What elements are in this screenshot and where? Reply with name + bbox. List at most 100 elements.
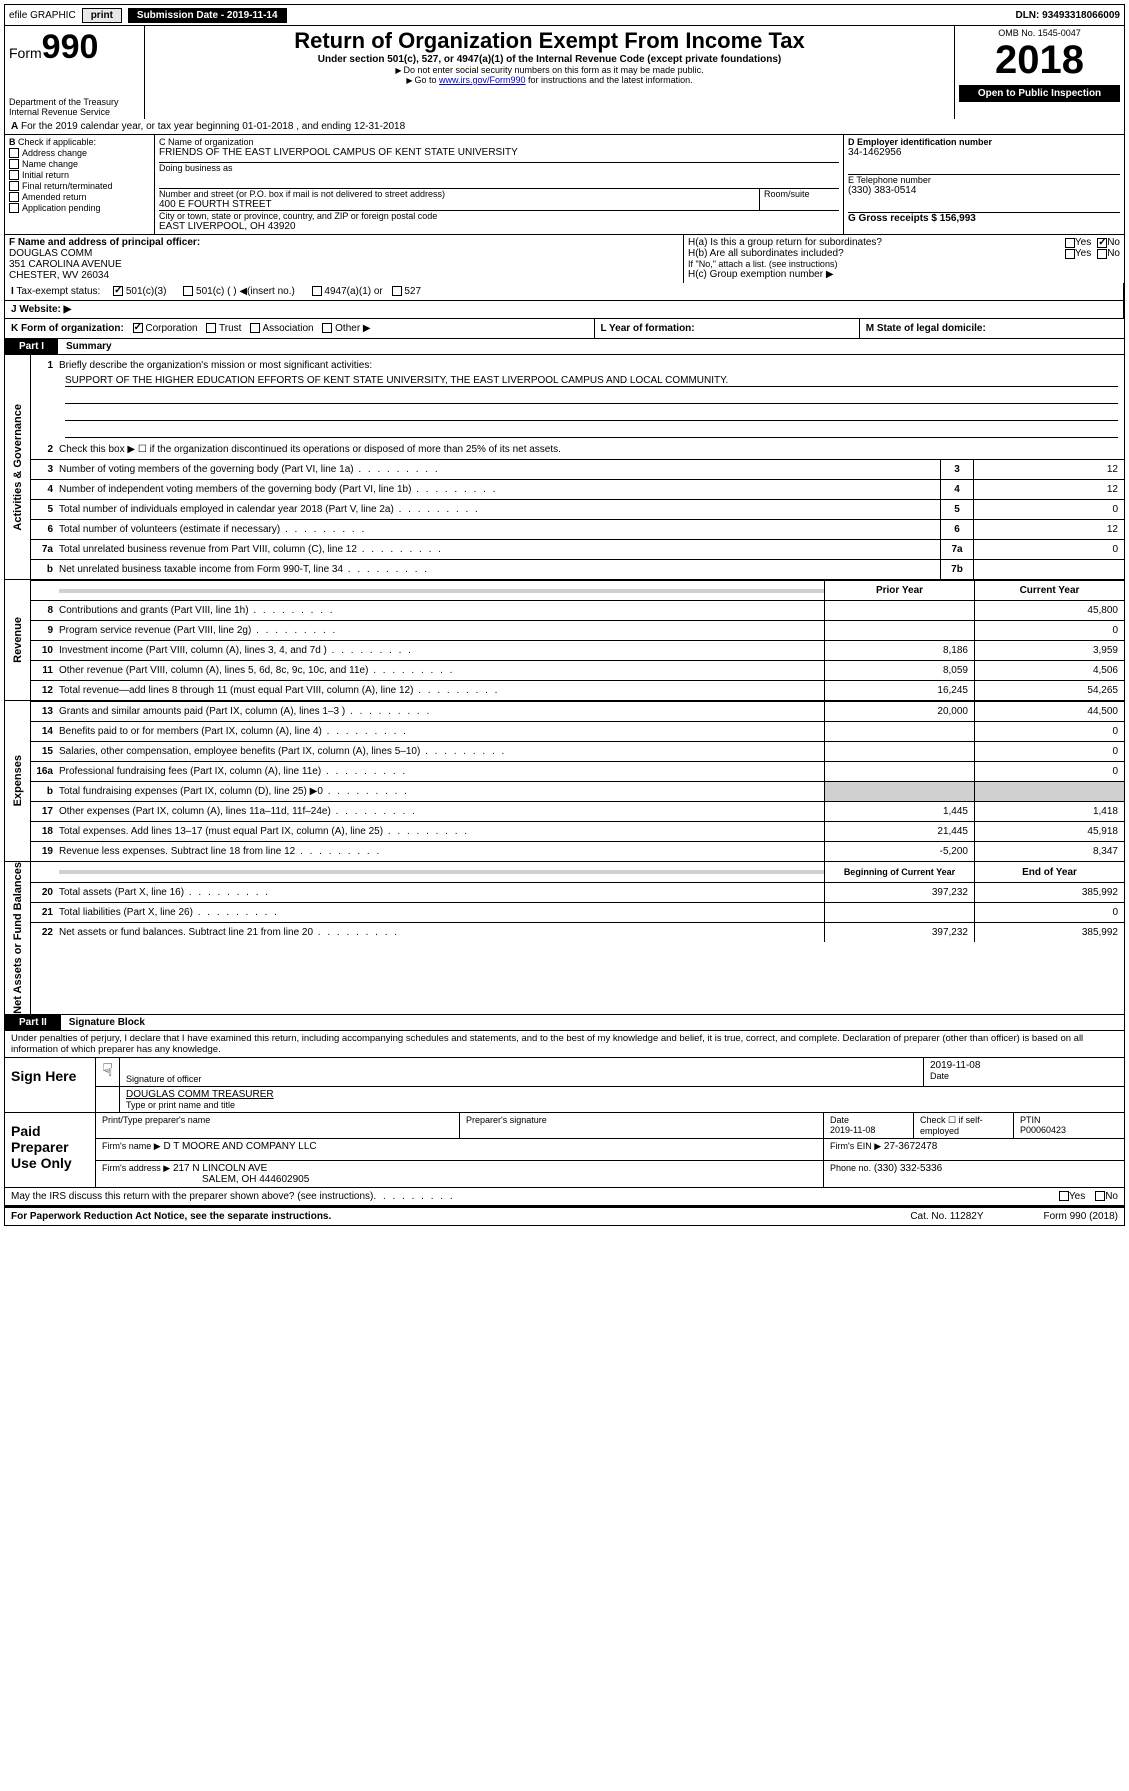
col-end-year: End of Year bbox=[974, 862, 1124, 882]
form990-link[interactable]: www.irs.gov/Form990 bbox=[439, 75, 526, 85]
city-state-zip: EAST LIVERPOOL, OH 43920 bbox=[159, 221, 839, 232]
line-14: 14Benefits paid to or for members (Part … bbox=[31, 721, 1124, 741]
part2-title: Signature Block bbox=[61, 1015, 153, 1030]
open-to-public: Open to Public Inspection bbox=[959, 85, 1120, 102]
dept-treasury: Department of the Treasury bbox=[9, 97, 140, 107]
checkbox-discuss-no[interactable] bbox=[1095, 1191, 1105, 1201]
checkbox-address-change[interactable] bbox=[9, 148, 19, 158]
omb-number: OMB No. 1545-0047 bbox=[959, 28, 1120, 38]
ssn-note: Do not enter social security numbers on … bbox=[149, 65, 950, 75]
sign-here-block: Sign Here ☟ Signature of officer 2019-11… bbox=[4, 1058, 1125, 1113]
col-prior-year: Prior Year bbox=[824, 581, 974, 600]
line-b: bTotal fundraising expenses (Part IX, co… bbox=[31, 781, 1124, 801]
street-address: 400 E FOURTH STREET bbox=[159, 199, 759, 210]
phone-label: E Telephone number bbox=[848, 175, 1120, 185]
goto-suffix: for instructions and the latest informat… bbox=[526, 75, 693, 85]
summary-line-7a: 7aTotal unrelated business revenue from … bbox=[31, 539, 1124, 559]
self-employed-check: Check ☐ if self-employed bbox=[914, 1113, 1014, 1138]
form-number: 990 bbox=[42, 28, 99, 66]
org-name-label: C Name of organization bbox=[159, 137, 839, 147]
mission-label: Briefly describe the organization's miss… bbox=[59, 358, 1124, 373]
line-21: 21Total liabilities (Part X, line 26)0 bbox=[31, 902, 1124, 922]
netassets-header: Beginning of Current Year End of Year bbox=[31, 862, 1124, 882]
efile-label: efile GRAPHIC bbox=[9, 10, 76, 21]
checkbox-ha-yes[interactable] bbox=[1065, 238, 1075, 248]
firm-name-label: Firm's name ▶ bbox=[102, 1141, 161, 1151]
line-8: 8Contributions and grants (Part VIII, li… bbox=[31, 600, 1124, 620]
activities-governance-block: Activities & Governance 1 Briefly descri… bbox=[4, 355, 1125, 580]
part1-header: Part I Summary bbox=[4, 339, 1125, 355]
checkbox-name-change[interactable] bbox=[9, 159, 19, 169]
sig-date: 2019-11-08 bbox=[930, 1060, 1118, 1071]
checkbox-other[interactable] bbox=[322, 323, 332, 333]
checkbox-527[interactable] bbox=[392, 286, 402, 296]
paid-preparer-label: Paid Preparer Use Only bbox=[5, 1113, 95, 1187]
box-b: B Check if applicable: Address change Na… bbox=[5, 135, 155, 234]
checkbox-ha-no[interactable] bbox=[1097, 238, 1107, 248]
row-klm: K Form of organization: Corporation Trus… bbox=[4, 319, 1125, 339]
line2-text: Check this box ▶ ☐ if the organization d… bbox=[59, 442, 1124, 457]
l-label: L Year of formation: bbox=[601, 323, 695, 334]
firm-ein: 27-3672478 bbox=[884, 1141, 937, 1152]
ein-value: 34-1462956 bbox=[848, 147, 1120, 158]
line-9: 9Program service revenue (Part VIII, lin… bbox=[31, 620, 1124, 640]
firm-ein-label: Firm's EIN ▶ bbox=[830, 1141, 881, 1151]
summary-line-6: 6Total number of volunteers (estimate if… bbox=[31, 519, 1124, 539]
discuss-row: May the IRS discuss this return with the… bbox=[4, 1188, 1125, 1206]
checkbox-discuss-yes[interactable] bbox=[1059, 1191, 1069, 1201]
firm-phone: (330) 332-5336 bbox=[874, 1163, 942, 1174]
typed-name-label: Type or print name and title bbox=[126, 1100, 1118, 1110]
year-box: OMB No. 1545-0047 2018 Open to Public In… bbox=[954, 26, 1124, 119]
paid-preparer-block: Paid Preparer Use Only Print/Type prepar… bbox=[4, 1113, 1125, 1188]
checkbox-4947[interactable] bbox=[312, 286, 322, 296]
vlabel-expenses: Expenses bbox=[12, 755, 24, 806]
h-b-label: H(b) Are all subordinates included? bbox=[688, 248, 1065, 259]
summary-line-4: 4Number of independent voting members of… bbox=[31, 479, 1124, 499]
form-title: Return of Organization Exempt From Incom… bbox=[149, 28, 950, 54]
h-a-label: H(a) Is this a group return for subordin… bbox=[688, 237, 1065, 248]
checkbox-initial-return[interactable] bbox=[9, 170, 19, 180]
discuss-text: May the IRS discuss this return with the… bbox=[11, 1191, 373, 1202]
line-16a: 16aProfessional fundraising fees (Part I… bbox=[31, 761, 1124, 781]
firm-addr-label: Firm's address ▶ bbox=[102, 1163, 170, 1173]
col-current-year: Current Year bbox=[974, 581, 1124, 600]
col-begin-year: Beginning of Current Year bbox=[824, 862, 974, 882]
h-c-label: H(c) Group exemption number ▶ bbox=[688, 269, 1120, 280]
line-17: 17Other expenses (Part IX, column (A), l… bbox=[31, 801, 1124, 821]
footer: For Paperwork Reduction Act Notice, see … bbox=[4, 1206, 1125, 1226]
line-20: 20Total assets (Part X, line 16)397,2323… bbox=[31, 882, 1124, 902]
line-11: 11Other revenue (Part VIII, column (A), … bbox=[31, 660, 1124, 680]
prep-date-val: 2019-11-08 bbox=[830, 1125, 907, 1135]
website-label: Website: ▶ bbox=[19, 304, 71, 315]
form-title-box: Return of Organization Exempt From Incom… bbox=[145, 26, 954, 119]
box-h: H(a) Is this a group return for subordin… bbox=[684, 235, 1124, 283]
checkbox-hb-no[interactable] bbox=[1097, 249, 1107, 259]
dept-irs: Internal Revenue Service bbox=[9, 107, 140, 117]
footer-right: Form 990 (2018) bbox=[1044, 1211, 1118, 1222]
checkbox-501c3[interactable] bbox=[113, 286, 123, 296]
box-b-label: Check if applicable: bbox=[18, 137, 96, 147]
checkbox-amended[interactable] bbox=[9, 192, 19, 202]
form-prefix: Form bbox=[9, 45, 42, 61]
part2-tab: Part II bbox=[5, 1015, 61, 1030]
tax-year-line: A For the 2019 calendar year, or tax yea… bbox=[4, 119, 1125, 135]
prep-date-hdr: Date bbox=[830, 1115, 907, 1125]
checkbox-association[interactable] bbox=[250, 323, 260, 333]
footer-left: For Paperwork Reduction Act Notice, see … bbox=[11, 1211, 331, 1222]
firm-addr1: 217 N LINCOLN AVE bbox=[173, 1163, 267, 1174]
line-12: 12Total revenue—add lines 8 through 11 (… bbox=[31, 680, 1124, 700]
street-label: Number and street (or P.O. box if mail i… bbox=[159, 189, 759, 199]
line-10: 10Investment income (Part VIII, column (… bbox=[31, 640, 1124, 660]
checkbox-trust[interactable] bbox=[206, 323, 216, 333]
checkbox-501c[interactable] bbox=[183, 286, 193, 296]
print-button[interactable]: print bbox=[82, 8, 122, 23]
checkbox-final-return[interactable] bbox=[9, 181, 19, 191]
vlabel-activities: Activities & Governance bbox=[12, 404, 24, 531]
ptin-hdr: PTIN bbox=[1020, 1115, 1118, 1125]
checkbox-hb-yes[interactable] bbox=[1065, 249, 1075, 259]
firm-name: D T MOORE AND COMPANY LLC bbox=[163, 1141, 316, 1152]
officer-street: 351 CAROLINA AVENUE bbox=[9, 259, 679, 270]
checkbox-corporation[interactable] bbox=[133, 323, 143, 333]
revenue-header: Prior Year Current Year bbox=[31, 580, 1124, 600]
checkbox-application-pending[interactable] bbox=[9, 203, 19, 213]
